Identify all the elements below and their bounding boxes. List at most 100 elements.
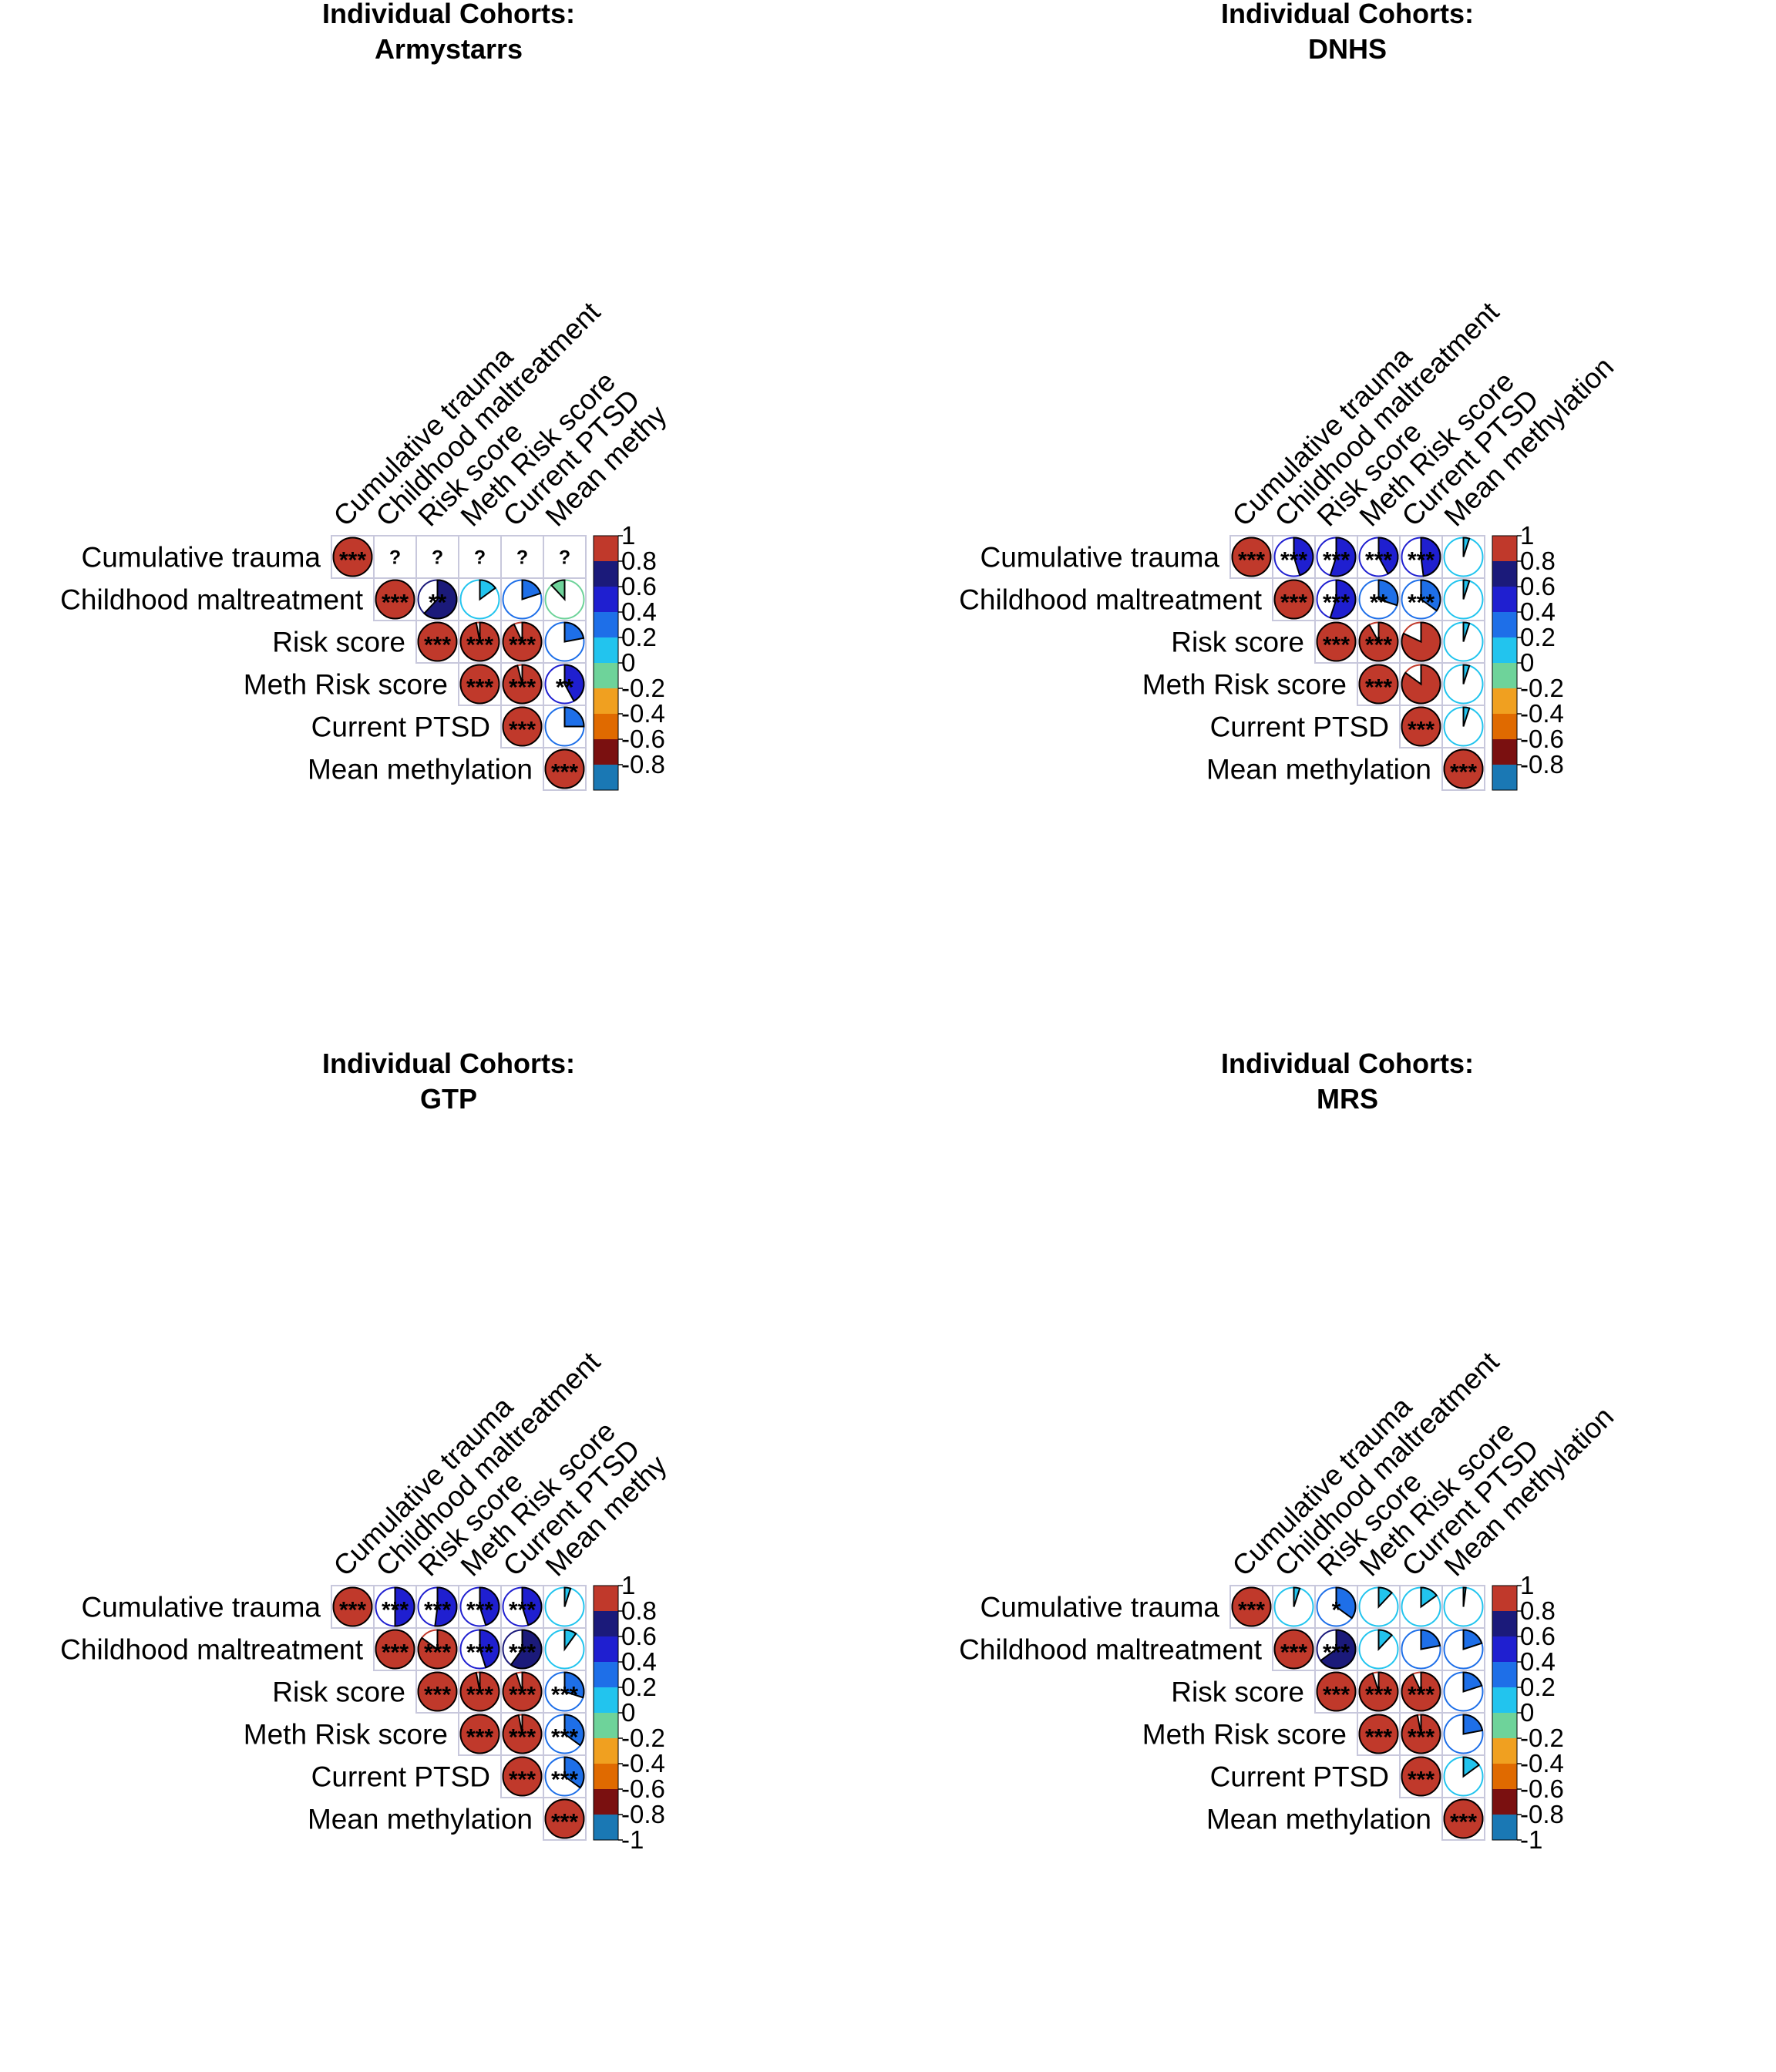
significance-mark: ** <box>1370 590 1388 616</box>
significance-mark: *** <box>509 1683 536 1708</box>
correlation-pie <box>563 1756 585 1789</box>
chart-title: Individual Cohorts: <box>1221 1048 1474 1079</box>
colorbar-segment <box>1492 1738 1517 1764</box>
significance-mark: *** <box>1408 590 1435 616</box>
colorbar-segment <box>1492 1611 1517 1636</box>
chart-subtitle: DNHS <box>1308 33 1387 65</box>
significance-mark: *** <box>424 1640 451 1666</box>
correlation-pie <box>1358 621 1399 662</box>
significance-mark: *** <box>1408 1725 1435 1751</box>
colorbar-segment <box>1492 587 1517 612</box>
row-label: Mean methylation <box>1206 1804 1431 1835</box>
correlation-pie <box>1443 748 1484 789</box>
correlation-pie <box>1462 1671 1483 1693</box>
correlation-pie <box>544 748 585 789</box>
correlation-pie <box>375 579 415 620</box>
correlation-pie <box>521 1586 543 1626</box>
row-label: Cumulative trauma <box>81 1592 321 1623</box>
significance-mark: *** <box>509 633 536 658</box>
correlation-pie <box>1462 706 1471 727</box>
colorbar-tick-label: 0.6 <box>1520 572 1556 600</box>
colorbar-tick-label: -0.8 <box>1520 750 1564 779</box>
correlation-pie <box>1377 1629 1394 1652</box>
significance-mark: *** <box>466 633 493 658</box>
colorbar-tick-label: -0.8 <box>621 750 665 779</box>
colorbar-segment <box>594 739 618 765</box>
colorbar-segment <box>594 1764 618 1789</box>
correlation-pie <box>1420 1586 1438 1609</box>
significance-mark: * <box>1332 1598 1341 1623</box>
colorbar-segment <box>1492 612 1517 637</box>
correlation-pie <box>479 1629 500 1669</box>
significance-mark: *** <box>551 1810 578 1835</box>
correlation-pie <box>563 621 585 643</box>
colorbar-tick-label: 1 <box>621 1571 635 1599</box>
colorbar-segment <box>594 612 618 637</box>
colorbar-segment <box>594 1815 618 1840</box>
correlation-pie <box>434 1586 458 1627</box>
correlation-pie <box>1401 1756 1441 1797</box>
correlation-pie <box>1273 579 1314 620</box>
significance-mark: *** <box>424 1598 451 1623</box>
row-label: Cumulative trauma <box>980 542 1219 574</box>
correlation-pie <box>1462 1586 1467 1607</box>
colorbar-tick-label: 1 <box>1520 1571 1534 1599</box>
correlation-pie <box>1293 536 1314 577</box>
correlation-pie <box>1335 1586 1357 1620</box>
row-label: Meth Risk score <box>244 669 448 701</box>
colorbar-segment <box>594 1687 618 1713</box>
significance-mark: *** <box>1280 548 1307 574</box>
colorbar-segment <box>594 714 618 739</box>
significance-mark: *** <box>466 1683 493 1708</box>
significance-mark: *** <box>1408 548 1435 574</box>
colorbar-tick-label: 1 <box>621 521 635 550</box>
colorbar-tick-label: -0.4 <box>1520 699 1564 728</box>
correlation-pie <box>422 579 458 620</box>
colorbar-tick-label: 0 <box>621 648 635 677</box>
colorbar-segment <box>1492 1636 1517 1662</box>
colorbar-segment <box>1492 663 1517 688</box>
row-label: Childhood maltreatment <box>60 584 364 616</box>
correlation-pie <box>417 1629 458 1670</box>
significance-mark: *** <box>551 1725 578 1751</box>
correlation-pie <box>1462 579 1471 600</box>
significance-mark: *** <box>1408 718 1435 743</box>
colorbar-segment <box>594 1738 618 1764</box>
colorbar-segment <box>1492 765 1517 790</box>
correlation-pie <box>521 579 542 600</box>
row-label: Risk score <box>272 627 405 658</box>
row-label: Risk score <box>1171 1677 1304 1708</box>
row-label: Cumulative trauma <box>81 542 321 574</box>
chart-subtitle: MRS <box>1317 1083 1378 1115</box>
significance-mark: *** <box>551 1683 578 1708</box>
colorbar-segment <box>594 765 618 790</box>
significance-mark: *** <box>1450 1810 1477 1835</box>
significance-mark: *** <box>466 1640 493 1666</box>
significance-mark: *** <box>1323 1683 1350 1708</box>
significance-mark: *** <box>339 1598 366 1623</box>
significance-mark: *** <box>1323 1640 1350 1666</box>
colorbar-segment <box>1492 1764 1517 1789</box>
colorbar-tick-label: -0.2 <box>621 674 665 702</box>
colorbar-segment <box>594 1789 618 1815</box>
significance-mark: *** <box>1408 1768 1435 1793</box>
significance-mark: *** <box>551 1768 578 1793</box>
chart-title: Individual Cohorts: <box>1221 0 1474 29</box>
correlation-pie <box>1358 1714 1399 1754</box>
correlation-pie <box>563 1629 577 1652</box>
colorbar-segment <box>594 561 618 587</box>
row-label: Mean methylation <box>308 754 533 785</box>
chart-subtitle: Armystarrs <box>375 33 523 65</box>
colorbar-tick-label: -0.6 <box>621 725 665 753</box>
colorbar-tick-label: 0.4 <box>1520 597 1556 626</box>
correlation-pie <box>563 1714 585 1747</box>
chart-panel-2: Individual Cohorts: DNHS Cumulative trauma… <box>959 0 1620 791</box>
correlation-pie <box>1231 536 1272 577</box>
significance-mark: *** <box>1365 1725 1392 1751</box>
correlation-pie <box>1420 536 1441 577</box>
significance-mark: *** <box>1238 548 1265 574</box>
correlation-pie <box>1377 1586 1394 1610</box>
correlation-pie <box>479 1586 500 1626</box>
row-label: Current PTSD <box>311 711 490 743</box>
significance-mark: *** <box>466 1598 493 1623</box>
